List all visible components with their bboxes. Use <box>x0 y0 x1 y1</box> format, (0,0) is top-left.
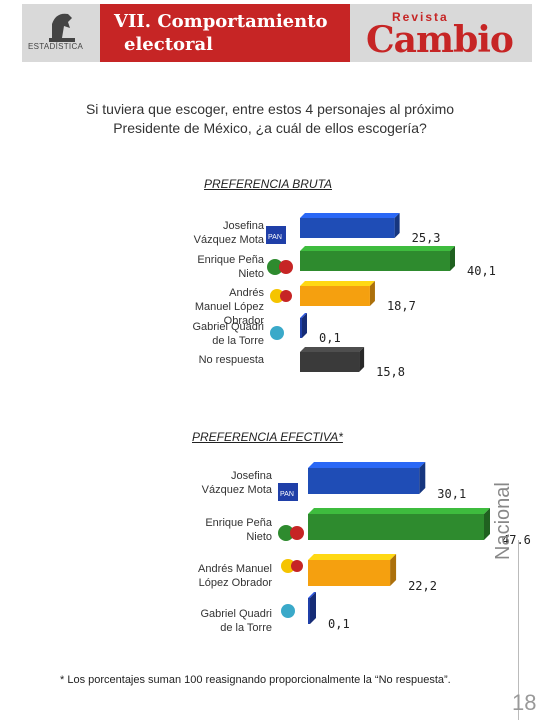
efectiva-value-label-lopez: 22,2 <box>408 579 437 593</box>
pan-logo-icon: PAN <box>266 226 286 244</box>
bruta-label-no-respuesta: No respuesta <box>198 354 264 366</box>
bruta-bar-side-pena <box>450 246 455 271</box>
efectiva-bar-top-lopez <box>308 554 397 560</box>
section-title: VII. Comportamiento electoral <box>114 10 328 56</box>
bruta-bar-vazquez <box>300 213 400 238</box>
efectiva-bar-side-lopez <box>390 554 397 586</box>
prd-logo-icon <box>270 289 292 303</box>
bruta-value-label-vazquez: 25,3 <box>412 231 441 245</box>
efectiva-bar-vazquez <box>308 462 426 494</box>
panal-logo-icon-2 <box>281 604 295 618</box>
logo: ESTADÍSTICA <box>22 4 100 62</box>
brand-small: Revista <box>392 10 449 24</box>
efectiva-bar-front-lopez <box>308 560 391 586</box>
bruta-bar-front-pena <box>300 251 450 271</box>
efectiva-bar-side-vazquez <box>419 462 426 494</box>
bruta-bar-side-lopez <box>369 281 375 306</box>
pri-logo-icon-2 <box>278 525 304 541</box>
efectiva-label-quadri: Gabriel Quadri de la Torre <box>200 608 272 634</box>
bruta-bar-side-vazquez <box>394 213 400 238</box>
bruta-bar-top-no_respuesta <box>300 347 365 352</box>
logo-text: ESTADÍSTICA <box>28 42 84 51</box>
chart-title-bruta: PREFERENCIA BRUTA <box>204 177 333 191</box>
prd-logo-icon-2 <box>281 559 303 573</box>
bruta-value-label-lopez: 18,7 <box>387 299 416 313</box>
efectiva-bar-side-pena <box>484 508 490 540</box>
section-title-box: VII. Comportamiento electoral <box>100 4 350 62</box>
efectiva-bar-top-quadri <box>308 592 316 598</box>
section-title-line1: VII. Comportamiento <box>114 11 328 32</box>
efectiva-bar-quadri <box>308 592 316 624</box>
brand-big: Cambio <box>366 19 514 61</box>
efectiva-bar-front-quadri <box>308 598 310 624</box>
efectiva-label-lopez: Andrés Manuel López Obrador <box>198 563 272 589</box>
bruta-bar-quadri <box>300 313 307 338</box>
bruta-label-quadri: Gabriel Quadri de la Torre <box>192 321 264 347</box>
svg-text:PAN: PAN <box>268 234 282 241</box>
knight-logo-icon <box>49 13 75 42</box>
bruta-label-pena: Enrique Peña Nieto <box>197 254 264 280</box>
bruta-bar-top-lopez <box>300 281 375 286</box>
efectiva-bar-front-pena <box>308 514 484 540</box>
efectiva-bar-front-vazquez <box>308 468 420 494</box>
bruta-bar-lopez <box>300 281 375 306</box>
side-divider <box>518 540 519 720</box>
question-text: Si tuviera que escoger, entre estos 4 pe… <box>85 101 455 136</box>
pri-logo-icon <box>267 259 293 275</box>
side-label: Nacional <box>492 482 514 560</box>
bruta-bar-pena <box>300 246 455 271</box>
bruta-bar-no_respuesta <box>300 347 365 372</box>
bruta-bar-front-lopez <box>300 286 370 306</box>
efectiva-bar-top-vazquez <box>308 462 426 468</box>
efectiva-bar-top-pena <box>308 508 490 514</box>
efectiva-value-label-vazquez: 30,1 <box>437 487 466 501</box>
panal-logo-icon <box>270 326 284 340</box>
efectiva-bar-lopez <box>308 554 397 586</box>
efectiva-value-label-quadri: 0,1 <box>328 617 350 631</box>
section-title-line2: electoral <box>124 34 214 55</box>
bruta-bar-top-quadri <box>300 313 307 318</box>
svg-text:PAN: PAN <box>280 491 294 498</box>
footnote: * Los porcentajes suman 100 reasignando … <box>60 674 451 686</box>
bruta-bar-top-vazquez <box>300 213 400 218</box>
bruta-bar-front-quadri <box>300 318 302 338</box>
efectiva-label-pena: Enrique Peña Nieto <box>205 517 272 543</box>
bruta-bar-side-quadri <box>302 313 307 338</box>
efectiva-label-vazquez: Josefina Vázquez Mota <box>201 470 272 496</box>
bruta-bar-front-vazquez <box>300 218 395 238</box>
bruta-label-lopez: Andrés Manuel López Obrador <box>194 287 264 327</box>
bruta-value-label-pena: 40,1 <box>467 264 496 278</box>
pan-logo-icon-2: PAN <box>278 483 298 501</box>
bruta-bar-front-no_respuesta <box>300 352 360 372</box>
brand-logo: Revista Cambio <box>362 10 514 61</box>
efectiva-value-label-pena: 47.6 <box>502 533 531 547</box>
efectiva-bar-side-quadri <box>310 592 316 624</box>
bruta-bar-top-pena <box>300 246 455 251</box>
bruta-value-label-no_respuesta: 15,8 <box>376 365 405 379</box>
page-number: 18 <box>512 690 537 715</box>
bruta-bar-side-no_respuesta <box>359 347 365 372</box>
bruta-value-label-quadri: 0,1 <box>319 331 341 345</box>
efectiva-bar-pena <box>308 508 490 540</box>
bruta-label-vazquez: Josefina Vázquez Mota <box>193 220 264 246</box>
chart-title-efectiva: PREFERENCIA EFECTIVA* <box>192 430 343 444</box>
